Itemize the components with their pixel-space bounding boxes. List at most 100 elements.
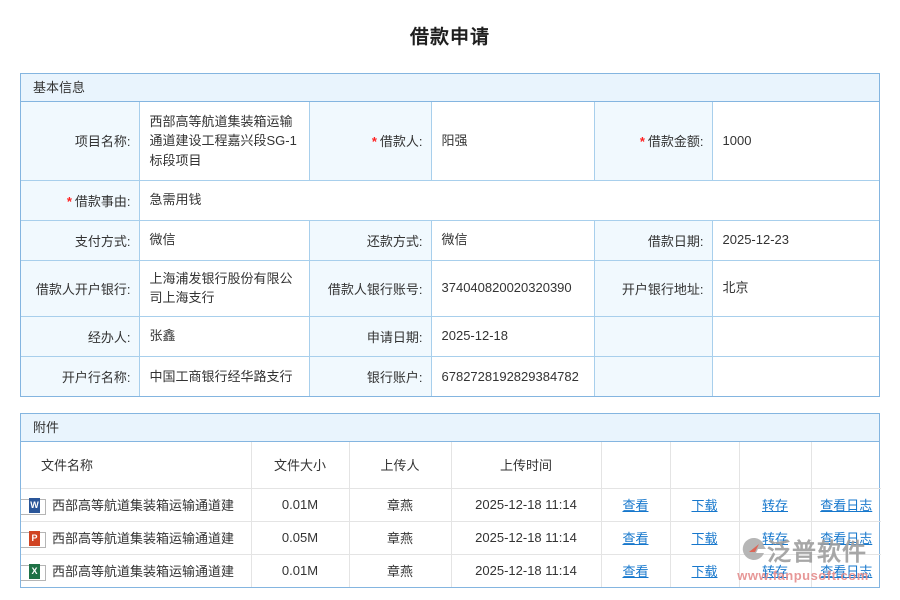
empty-label-cell: [593, 355, 713, 396]
borrower-value: 阳强: [430, 102, 595, 181]
pay-method-label: 支付方式:: [21, 219, 140, 261]
bank-address-value: 北京: [711, 259, 879, 317]
basic-info-table: 项目名称: 西部高等航道集装箱运输通道建设工程嘉兴段SG-1标段项目 * 借款人:…: [21, 102, 879, 396]
borrower-label-text: 借款人:: [379, 134, 423, 150]
file-size-cell: 0.01M: [250, 487, 350, 522]
basic-info-row-5: 经办人: 张鑫 申请日期: 2025-12-18: [21, 315, 879, 357]
column-header-uploader: 上传人: [348, 442, 452, 489]
save-as-link[interactable]: 转存: [761, 498, 788, 513]
borrower-bank-label: 借款人开户银行:: [21, 259, 140, 317]
uploader-cell: 章燕: [348, 487, 452, 522]
uploader-cell: 章燕: [348, 553, 452, 587]
bank-account-label: 银行账户:: [308, 355, 432, 396]
action-cell: 下载: [669, 487, 740, 522]
required-asterisk: *: [371, 134, 377, 150]
action-cell: 转存: [738, 553, 812, 587]
view-link[interactable]: 查看: [622, 531, 649, 546]
action-cell: 查看日志: [810, 487, 881, 522]
project-name-value: 西部高等航道集装箱运输通道建设工程嘉兴段SG-1标段项目: [138, 102, 310, 181]
attachment-row: X 西部高等航道集装箱运输通道建 0.01M 章燕 2025-12-18 11:1…: [21, 553, 881, 587]
file-size-cell: 0.05M: [250, 520, 350, 555]
bank-name-value: 中国工商银行经华路支行: [138, 355, 310, 396]
upload-time-cell: 2025-12-18 11:14: [450, 487, 602, 522]
borrower-label: * 借款人:: [308, 102, 432, 181]
action-cell: 下载: [669, 553, 740, 587]
file-name-cell: P 西部高等航道集装箱运输通道建: [21, 520, 252, 555]
reason-label: * 借款事由:: [21, 179, 140, 221]
amount-label: * 借款金额:: [593, 102, 713, 181]
column-header-file-name: 文件名称: [21, 442, 252, 489]
action-cell: 查看: [600, 520, 671, 555]
attachments-section-header: 附件: [21, 414, 879, 442]
attachment-row: P 西部高等航道集装箱运输通道建 0.05M 章燕 2025-12-18 11:1…: [21, 520, 881, 555]
download-link[interactable]: 下载: [691, 531, 718, 546]
loan-date-value: 2025-12-23: [711, 219, 879, 261]
file-name-text: 西部高等航道集装箱运输通道建: [52, 564, 235, 580]
excel-file-icon: X: [21, 564, 46, 582]
save-as-link[interactable]: 转存: [761, 564, 788, 580]
file-size-cell: 0.01M: [250, 553, 350, 587]
borrower-bank-value: 上海浦发银行股份有限公司上海支行: [138, 259, 310, 317]
action-cell: 查看: [600, 487, 671, 522]
bank-name-label: 开户行名称:: [21, 355, 140, 396]
view-log-link[interactable]: 查看日志: [820, 564, 873, 580]
basic-info-row-3: 支付方式: 微信 还款方式: 微信 借款日期: 2025-12-23: [21, 219, 879, 261]
borrower-account-label: 借款人银行账号:: [308, 259, 432, 317]
repay-method-label: 还款方式:: [308, 219, 432, 261]
upload-time-cell: 2025-12-18 11:14: [450, 520, 602, 555]
required-asterisk: *: [639, 134, 645, 150]
bank-address-label: 开户银行地址:: [593, 259, 713, 317]
handler-label: 经办人:: [21, 315, 140, 357]
basic-info-section: 基本信息 项目名称: 西部高等航道集装箱运输通道建设工程嘉兴段SG-1标段项目 …: [20, 73, 880, 397]
view-link[interactable]: 查看: [622, 498, 649, 513]
column-header-action-4: [810, 442, 881, 489]
empty-value-cell: [711, 355, 879, 396]
action-cell: 查看: [600, 553, 671, 587]
amount-value: 1000: [711, 102, 879, 181]
powerpoint-file-icon: P: [21, 531, 46, 548]
apply-date-label: 申请日期:: [308, 315, 432, 357]
page-title: 借款申请: [409, 27, 490, 48]
column-header-file-size: 文件大小: [250, 442, 350, 489]
basic-info-row-6: 开户行名称: 中国工商银行经华路支行 银行账户: 678272819282938…: [21, 355, 879, 396]
bank-account-value: 6782728192829384782: [430, 355, 595, 396]
view-link[interactable]: 查看: [622, 564, 649, 580]
action-cell: 下载: [669, 520, 740, 555]
project-name-label: 项目名称:: [21, 102, 140, 181]
action-cell: 转存: [738, 487, 812, 522]
column-header-upload-time: 上传时间: [450, 442, 602, 489]
project-name-label-text: 项目名称:: [74, 134, 131, 150]
reason-label-text: 借款事由:: [74, 193, 131, 209]
action-cell: 查看日志: [810, 520, 881, 555]
borrower-account-value: 374040820020320390: [430, 259, 595, 317]
file-name-text: 西部高等航道集装箱运输通道建: [52, 498, 235, 513]
view-log-link[interactable]: 查看日志: [820, 531, 873, 546]
upload-time-cell: 2025-12-18 11:14: [450, 553, 602, 587]
column-header-action-2: [669, 442, 740, 489]
basic-info-row-2: * 借款事由: 急需用钱: [21, 179, 879, 221]
handler-value: 张鑫: [138, 315, 310, 357]
download-link[interactable]: 下载: [691, 564, 718, 580]
attachment-row: W 西部高等航道集装箱运输通道建 0.01M 章燕 2025-12-18 11:1…: [21, 487, 881, 522]
file-name-cell: X 西部高等航道集装箱运输通道建: [21, 553, 252, 587]
apply-date-value: 2025-12-18: [430, 315, 595, 357]
empty-value-cell: [711, 315, 879, 357]
basic-info-row-4: 借款人开户银行: 上海浦发银行股份有限公司上海支行 借款人银行账号: 37404…: [21, 259, 879, 317]
download-link[interactable]: 下载: [691, 498, 718, 513]
basic-info-section-header: 基本信息: [21, 74, 879, 102]
attachments-table: 文件名称 文件大小 上传人 上传时间 W 西部高等航道集装箱运输通道建 0.01M…: [21, 442, 881, 587]
amount-label-text: 借款金额:: [647, 134, 704, 150]
pay-method-value: 微信: [138, 219, 310, 261]
save-as-link[interactable]: 转存: [761, 531, 788, 546]
attachments-section: 附件 文件名称 文件大小 上传人 上传时间 W 西部高等航道集装箱运输通道建: [20, 413, 881, 588]
loan-date-label: 借款日期:: [593, 219, 713, 261]
empty-label-cell: [593, 315, 713, 357]
view-log-link[interactable]: 查看日志: [820, 498, 873, 513]
action-cell: 转存: [738, 520, 812, 555]
basic-info-row-1: 项目名称: 西部高等航道集装箱运输通道建设工程嘉兴段SG-1标段项目 * 借款人:…: [21, 102, 879, 181]
word-file-icon: W: [21, 498, 46, 515]
reason-value: 急需用钱: [138, 179, 879, 221]
repay-method-value: 微信: [430, 219, 595, 261]
attachments-header-row: 文件名称 文件大小 上传人 上传时间: [21, 442, 881, 489]
required-asterisk: *: [66, 193, 72, 209]
